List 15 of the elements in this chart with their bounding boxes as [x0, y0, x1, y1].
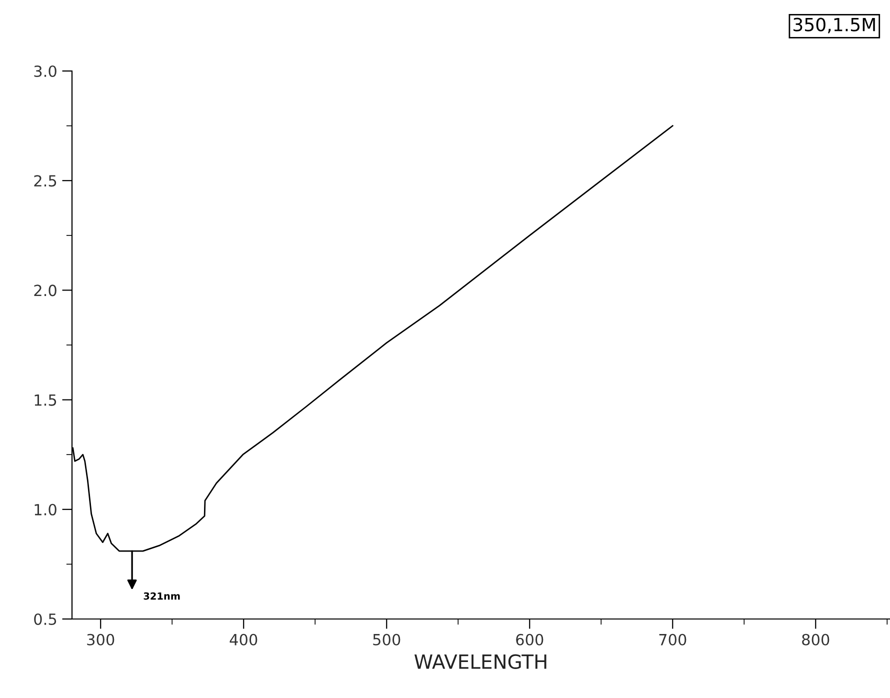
y-tick-label: 3.0 [34, 65, 56, 78]
y-tick-label: 0.5 [34, 613, 56, 626]
y-tick-label: 1.0 [34, 504, 56, 516]
x-tick-label: 400 [230, 634, 258, 646]
x-tick-label: 500 [373, 634, 400, 646]
x-tick-label: 800 [802, 634, 830, 646]
x-axis-title: WAVELENGTH [414, 654, 546, 669]
y-tick-label: 2.5 [34, 175, 56, 187]
x-tick-label: 700 [659, 634, 686, 646]
x-tick-label: 600 [516, 634, 544, 646]
annotation: 321nm [144, 592, 180, 600]
y-tick-label: 1.5 [34, 394, 56, 406]
y-tick-label: 2.0 [34, 284, 56, 296]
text: 350,1.5M [794, 18, 875, 34]
x-tick-label: 300 [87, 634, 114, 646]
